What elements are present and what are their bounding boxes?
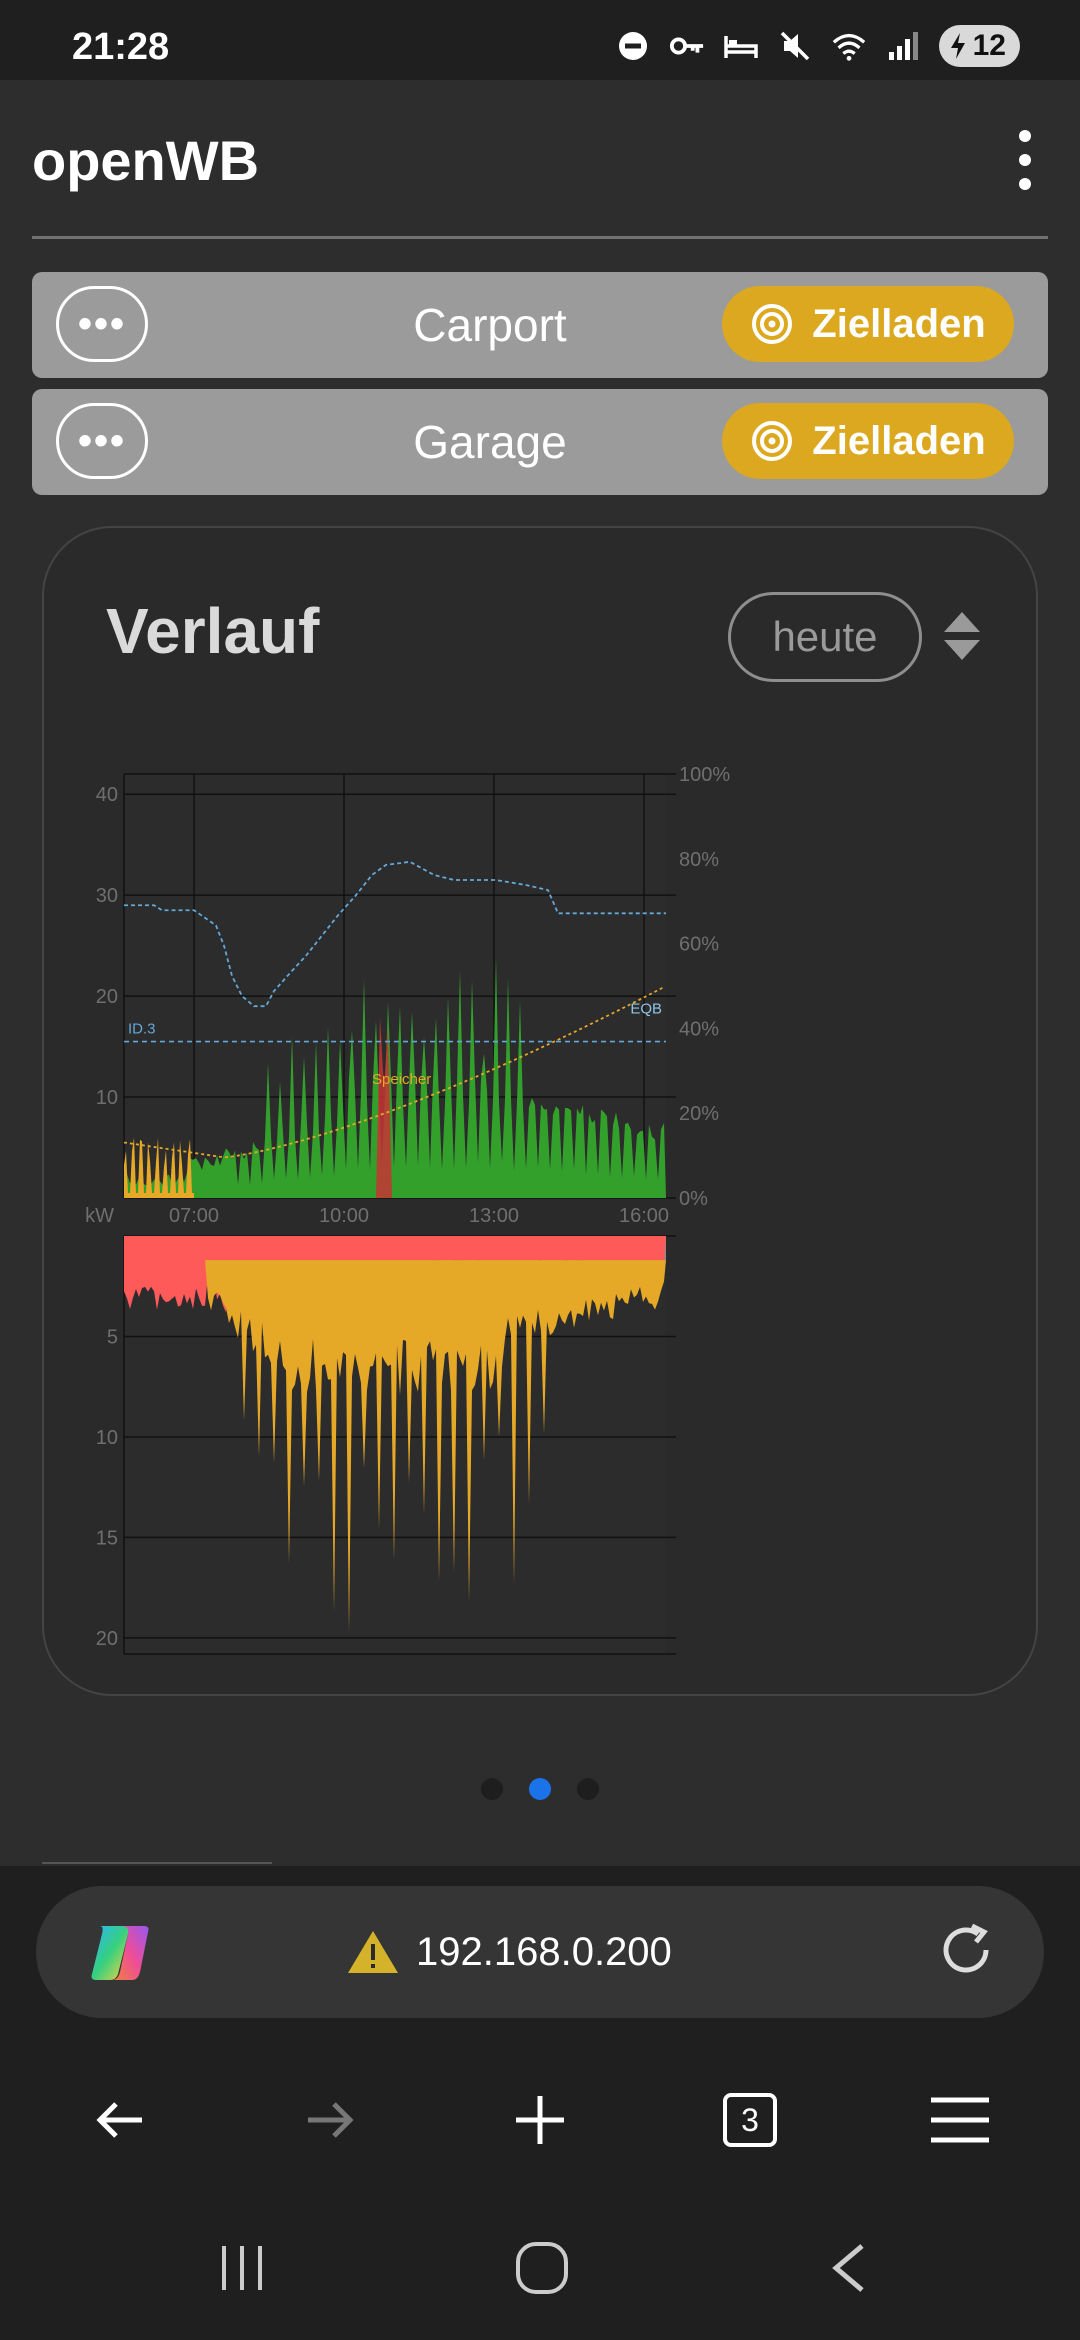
charge-point-card-carport[interactable]: ••• Carport Zielladen <box>32 272 1048 378</box>
charge-mode-label: Zielladen <box>812 301 986 346</box>
recent-apps-icon[interactable] <box>216 2242 268 2294</box>
hamburger-menu-icon <box>931 2097 989 2143</box>
charge-point-name: Carport <box>413 299 567 351</box>
warning-icon[interactable] <box>346 1928 400 1976</box>
series-label-storage: Speicher <box>372 1071 431 1088</box>
scroll-hint-line <box>42 1862 272 1864</box>
page-indicator <box>0 1778 1080 1802</box>
menu-button[interactable] <box>920 2080 1000 2160</box>
status-bar: 21:28 12 <box>0 0 1080 80</box>
charge-mode-label: Zielladen <box>812 418 986 463</box>
wifi-icon <box>831 28 867 64</box>
y2-axis-tick-label: 40% <box>679 1018 719 1040</box>
back-nav-icon[interactable] <box>826 2242 870 2294</box>
soc-line-eqb <box>124 860 666 1008</box>
key-icon <box>669 28 705 64</box>
y-axis-tick-label: 10 <box>96 1087 118 1109</box>
x-axis-tick-label: 16:00 <box>619 1205 669 1227</box>
status-icons: 12 <box>615 22 1020 70</box>
charge-mode-button[interactable]: Zielladen <box>722 403 1014 479</box>
arrow-right-icon <box>308 2102 354 2138</box>
clock: 21:28 <box>72 26 170 68</box>
x-axis-tick-label: 10:00 <box>319 1205 369 1227</box>
x-axis-tick-label: 13:00 <box>469 1205 519 1227</box>
reload-icon[interactable] <box>934 1920 998 1984</box>
y2-axis-tick-label: 20% <box>679 1103 719 1125</box>
battery-level: 12 <box>972 29 1006 62</box>
signal-icon <box>885 28 921 64</box>
chart-plot-area-upper <box>124 774 666 1198</box>
y-axis-tick-label: 20 <box>96 1628 118 1650</box>
url-text[interactable]: 192.168.0.200 <box>416 1929 672 1974</box>
do-not-disturb-icon <box>615 28 651 64</box>
target-icon <box>752 421 793 461</box>
battery-indicator: 12 <box>938 25 1020 67</box>
home-icon[interactable] <box>514 2240 570 2296</box>
forward-button[interactable] <box>290 2080 370 2160</box>
y-axis-tick-label: 5 <box>107 1326 118 1348</box>
soc-line-storage <box>123 986 665 1159</box>
series-label-eqb: EQB <box>630 1000 662 1017</box>
mute-icon <box>777 28 813 64</box>
y2-axis-tick-label: 100% <box>679 764 730 786</box>
page-dot[interactable] <box>481 1778 503 1800</box>
charge-point-card-garage[interactable]: ••• Garage Zielladen <box>32 389 1048 495</box>
y2-axis-tick-label: 80% <box>679 849 719 871</box>
back-button[interactable] <box>80 2080 160 2160</box>
y-axis-unit-label: kW <box>85 1205 114 1227</box>
tab-count: 3 <box>741 2101 759 2138</box>
tabs-button[interactable]: 3 <box>710 2080 790 2160</box>
target-icon <box>752 304 793 344</box>
history-title: Verlauf <box>106 595 320 667</box>
browser-toolbar: 3 <box>0 2080 1080 2160</box>
overflow-menu-icon[interactable] <box>1010 130 1040 190</box>
y-axis-tick-label: 30 <box>96 885 118 907</box>
y-axis-tick-label: 40 <box>96 784 118 806</box>
bed-icon <box>723 28 759 64</box>
y-axis-tick-label: 20 <box>96 986 118 1008</box>
house-consumption-area <box>124 1260 666 1633</box>
y-axis-tick-label: 10 <box>96 1427 118 1449</box>
y2-axis-tick-label: 60% <box>679 934 719 956</box>
address-bar[interactable]: 192.168.0.200 <box>36 1886 1044 2018</box>
grid-spike <box>376 1016 392 1198</box>
series-label-id3: ID.3 <box>128 1021 156 1038</box>
page-dot[interactable] <box>577 1778 599 1800</box>
system-navigation-bar <box>0 2230 1080 2310</box>
tabs-icon <box>723 2093 777 2147</box>
plus-icon <box>516 2096 564 2144</box>
charge-mode-button[interactable]: Zielladen <box>722 286 1014 362</box>
app-title: openWB <box>32 129 260 192</box>
pv-area <box>124 957 666 1198</box>
app-bar: openWB <box>0 80 1080 240</box>
new-tab-button[interactable] <box>500 2080 580 2160</box>
history-card: Verlauf heute 40 30 20 10 07:00 10:00 13:00 16:… <box>42 526 1038 1696</box>
arrow-left-icon <box>96 2102 142 2138</box>
sort-icon[interactable] <box>940 608 984 664</box>
y-axis-tick-label: 15 <box>96 1527 118 1549</box>
charge-point-menu-button[interactable]: ••• <box>56 286 148 362</box>
y2-axis-tick-label: 0% <box>679 1188 708 1210</box>
charging-bolt-icon <box>950 33 965 59</box>
storage-area <box>124 1137 194 1198</box>
date-range-button[interactable]: heute <box>728 592 922 682</box>
divider <box>32 236 1048 239</box>
page-dot-active[interactable] <box>529 1778 551 1800</box>
charge-point-name: Garage <box>413 416 567 468</box>
copilot-icon[interactable] <box>86 1918 156 1988</box>
charge-point-menu-button[interactable]: ••• <box>56 403 148 479</box>
x-axis-tick-label: 07:00 <box>169 1205 219 1227</box>
